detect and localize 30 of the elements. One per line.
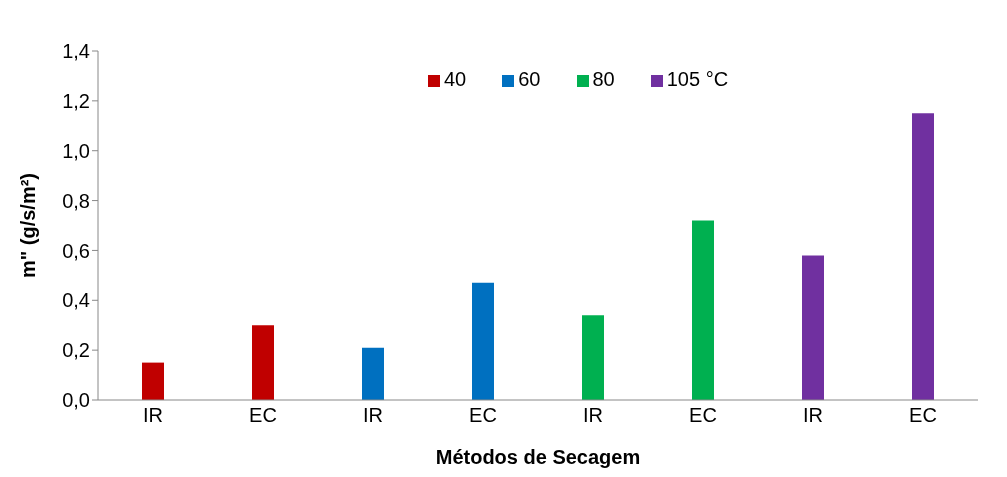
y-axis-title: m" (g/s/m²) bbox=[17, 172, 40, 279]
legend-label: 40 bbox=[444, 68, 467, 90]
x-tick-label: IR bbox=[583, 404, 603, 427]
bar bbox=[252, 325, 274, 400]
y-tick-label: 1,0 bbox=[62, 139, 90, 162]
x-tick-label: IR bbox=[363, 404, 383, 427]
bar bbox=[582, 315, 604, 400]
x-tick-label: EC bbox=[909, 404, 937, 427]
x-tick-label: IR bbox=[803, 404, 823, 427]
legend-label: 80 bbox=[592, 68, 615, 90]
y-tick-label: 0,6 bbox=[62, 239, 90, 262]
y-tick-label: 0,8 bbox=[62, 189, 90, 212]
y-tick-label: 1,2 bbox=[62, 89, 90, 112]
x-tick-label: EC bbox=[689, 404, 717, 427]
bar bbox=[362, 347, 384, 400]
y-tick-label: 0,4 bbox=[62, 289, 90, 312]
bar bbox=[912, 113, 934, 400]
legend-label: 60 bbox=[518, 68, 541, 90]
bar bbox=[142, 362, 164, 400]
x-tick-label: IR bbox=[143, 404, 163, 427]
x-tick-label: EC bbox=[469, 404, 497, 427]
bar bbox=[472, 282, 494, 400]
bar bbox=[802, 255, 824, 400]
x-axis-title: Métodos de Secagem bbox=[435, 446, 641, 469]
x-tick-label: EC bbox=[249, 404, 277, 427]
y-tick-label: 1,4 bbox=[62, 40, 90, 63]
bar bbox=[692, 220, 714, 400]
y-tick-label: 0,2 bbox=[62, 339, 90, 362]
legend-label: 105 °C bbox=[666, 68, 729, 90]
y-tick-label: 0,0 bbox=[62, 389, 90, 412]
